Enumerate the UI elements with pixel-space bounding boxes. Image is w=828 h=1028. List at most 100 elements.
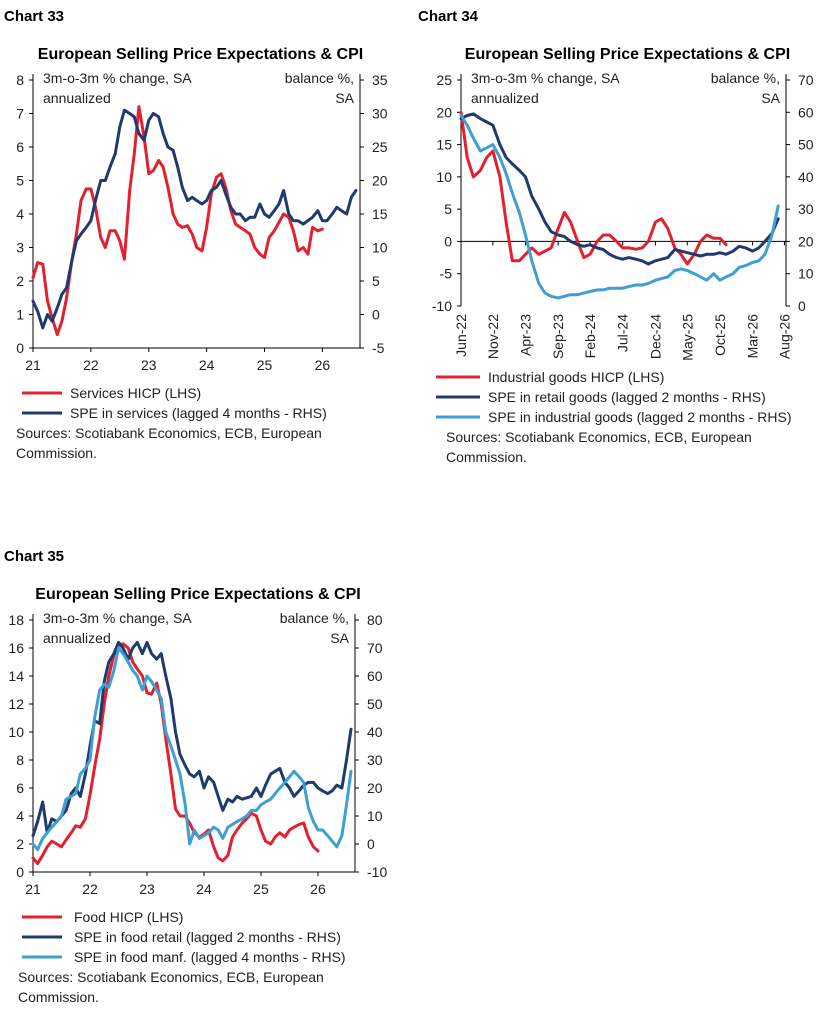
chart-34-x-tick-label: Mar-26 — [745, 314, 761, 359]
chart-35-x-tick-label: 25 — [253, 881, 269, 897]
chart-34-right-tick-label: 30 — [798, 201, 814, 217]
chart-35-right-tick-label: 40 — [367, 724, 383, 740]
chart-34-legend-item: Industrial goods HICP (LHS) — [488, 369, 664, 385]
chart-35-legend-item: Food HICP (LHS) — [74, 909, 183, 925]
chart-34-x-tick-label: Aug-26 — [776, 314, 792, 359]
chart-35-left-axis-label: 3m-o-3m % change, SA — [43, 610, 192, 626]
chart-35-right-tick-label: 0 — [367, 836, 375, 852]
chart-33-left-tick-label: 6 — [16, 139, 24, 155]
chart-33-legend-item: Services HICP (LHS) — [70, 385, 201, 401]
chart-34-series-2-line — [459, 112, 780, 266]
chart-33-left-tick-label: 7 — [16, 106, 24, 122]
chart-33-x-tick-label: 21 — [25, 357, 41, 373]
chart-34-right-axis-label: balance %, — [711, 70, 780, 86]
chart-35-x-tick-label: 24 — [196, 881, 212, 897]
chart-34-right-tick-label: 60 — [798, 104, 814, 120]
chart-33-legend-item: SPE in services (lagged 4 months - RHS) — [70, 405, 327, 421]
chart-33-x-tick-label: 22 — [83, 357, 99, 373]
chart-35-left-tick-label: 12 — [8, 696, 24, 712]
chart-35-left-tick-label: 18 — [8, 612, 24, 628]
chart-34-right-tick-label: 20 — [798, 233, 814, 249]
chart-35-right-axis-label: balance %, — [280, 610, 349, 626]
chart-34-x-tick-label: Nov-22 — [485, 314, 501, 359]
chart-33-left-tick-label: 3 — [16, 240, 24, 256]
chart-34-right-tick-label: 0 — [798, 298, 806, 314]
chart-35-sources: Commission. — [18, 989, 99, 1005]
chart-35-right-tick-label: 70 — [367, 640, 383, 656]
chart-35-left-tick-label: 4 — [16, 808, 24, 824]
chart-34-left-tick-label: 25 — [436, 72, 452, 88]
chart-34-right-axis-label: SA — [761, 90, 780, 106]
chart-34-svg: Chart 34 European Selling Price Expectati… — [418, 8, 814, 465]
chart-34-legend-item: SPE in industrial goods (lagged 2 months… — [488, 409, 791, 425]
chart-35-svg: Chart 35 European Selling Price Expectati… — [4, 548, 387, 1005]
chart-35-x-tick-label: 23 — [139, 881, 155, 897]
chart-34-sources: Sources: Scotiabank Economics, ECB, Euro… — [446, 429, 752, 445]
chart-35-panel: Chart 35 European Selling Price Expectati… — [0, 540, 414, 1023]
chart-34-label: Chart 34 — [418, 8, 479, 25]
chart-34-left-tick-label: 20 — [436, 104, 452, 120]
chart-33-x-tick-label: 25 — [257, 357, 273, 373]
chart-34-right-tick-label: 70 — [798, 72, 814, 88]
chart-34-panel: Chart 34 European Selling Price Expectati… — [414, 0, 828, 480]
chart-33-right-axis-label: balance %, — [285, 70, 354, 86]
chart-33-left-axis-label: 3m-o-3m % change, SA — [43, 70, 192, 86]
chart-35-left-tick-label: 10 — [8, 724, 24, 740]
chart-33-right-axis-label: SA — [335, 90, 354, 106]
chart-34-left-axis-label: 3m-o-3m % change, SA — [471, 70, 620, 86]
chart-33-right-tick-label: 25 — [372, 139, 388, 155]
chart-34-x-tick-label: May-25 — [679, 314, 695, 361]
chart-35-x-tick-label: 21 — [25, 881, 41, 897]
chart-35-right-axis-label: SA — [330, 630, 349, 646]
chart-34-right-tick-label: 10 — [798, 266, 814, 282]
chart-33-right-tick-label: 35 — [372, 72, 388, 88]
chart-33-svg: Chart 33 European Selling Price Expectati… — [4, 8, 388, 461]
chart-33-right-tick-label: -5 — [372, 340, 385, 356]
chart-33-right-tick-label: 15 — [372, 206, 388, 222]
chart-35-x-tick-label: 26 — [310, 881, 326, 897]
chart-35-series-3-line — [31, 646, 353, 852]
chart-35-left-tick-label: 8 — [16, 752, 24, 768]
chart-35-sources: Sources: Scotiabank Economics, ECB, Euro… — [18, 969, 324, 985]
chart-33-right-tick-label: 20 — [372, 173, 388, 189]
chart-33-left-tick-label: 5 — [16, 173, 24, 189]
chart-34-left-tick-label: 15 — [436, 137, 452, 153]
chart-33-x-tick-label: 24 — [199, 357, 215, 373]
chart-35-left-axis-label: annualized — [43, 630, 111, 646]
chart-34-x-tick-label: Oct-25 — [712, 314, 728, 356]
chart-34-x-tick-label: Feb-24 — [582, 314, 598, 359]
chart-34-right-tick-label: 50 — [798, 137, 814, 153]
chart-35-right-tick-label: 80 — [367, 612, 383, 628]
chart-35-label: Chart 35 — [4, 548, 64, 565]
chart-34-left-tick-label: 10 — [436, 169, 452, 185]
chart-33-x-tick-label: 23 — [141, 357, 157, 373]
chart-35-series-1-line — [31, 642, 320, 866]
chart-33-sources: Commission. — [16, 445, 97, 461]
chart-34-left-tick-label: 5 — [444, 201, 452, 217]
chart-35-left-tick-label: 0 — [16, 864, 24, 880]
chart-35-title: European Selling Price Expectations & CP… — [35, 586, 360, 603]
chart-35-right-tick-label: 20 — [367, 780, 383, 796]
chart-34-left-axis-label: annualized — [471, 90, 539, 106]
chart-34-x-tick-label: Apr-23 — [518, 314, 534, 356]
chart-35-right-tick-label: 50 — [367, 696, 383, 712]
chart-33-right-tick-label: 10 — [372, 240, 388, 256]
chart-35-series-2-line — [31, 640, 353, 838]
chart-34-x-tick-label: Jul-24 — [615, 314, 631, 352]
chart-35-legend-item: SPE in food manf. (lagged 4 months - RHS… — [74, 949, 346, 965]
chart-34-x-tick-label: Dec-24 — [647, 314, 663, 359]
chart-35-left-tick-label: 2 — [16, 836, 24, 852]
chart-35-left-tick-label: 6 — [16, 780, 24, 796]
chart-35-left-tick-label: 16 — [8, 640, 24, 656]
chart-35-left-tick-label: 14 — [8, 668, 24, 684]
chart-33-left-tick-label: 4 — [16, 206, 24, 222]
chart-34-series-3-line — [459, 114, 780, 300]
chart-35-right-tick-label: -10 — [367, 864, 387, 880]
chart-33-right-tick-label: 5 — [372, 273, 380, 289]
chart-34-legend-item: SPE in retail goods (lagged 2 months - R… — [488, 389, 766, 405]
chart-34-left-tick-label: -10 — [432, 298, 452, 314]
chart-33-left-tick-label: 8 — [16, 72, 24, 88]
chart-35-legend-item: SPE in food retail (lagged 2 months - RH… — [74, 929, 341, 945]
chart-33-panel: Chart 33 European Selling Price Expectati… — [0, 0, 414, 480]
chart-33-title: European Selling Price Expectations & CP… — [38, 46, 363, 63]
